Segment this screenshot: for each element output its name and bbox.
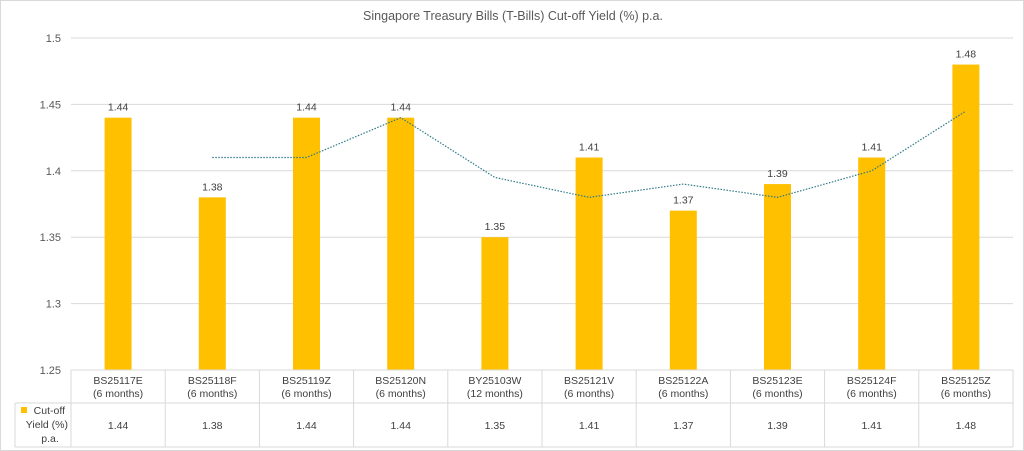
category-label: BS25124F (847, 375, 897, 387)
category-label: BS25117E (93, 375, 142, 387)
category-label: (6 months) (752, 388, 802, 400)
bar (669, 210, 697, 370)
table-value: 1.44 (108, 420, 129, 432)
legend-swatch (21, 407, 27, 413)
bar (952, 64, 980, 370)
category-label: (6 months) (93, 388, 143, 400)
y-tick-label: 1.3 (46, 299, 61, 311)
table-value: 1.37 (673, 420, 694, 432)
bar (198, 197, 226, 370)
category-label: (6 months) (847, 388, 897, 400)
y-tick-label: 1.35 (40, 232, 61, 244)
chart-title: Singapore Treasury Bills (T-Bills) Cut-o… (363, 9, 663, 23)
category-label: (12 months) (467, 388, 523, 400)
legend-label: Yield (%) (26, 419, 68, 431)
category-label: (6 months) (658, 388, 708, 400)
data-label: 1.48 (956, 49, 977, 61)
category-label: BS25123E (752, 375, 802, 387)
category-label: BS25121V (564, 375, 614, 387)
bar (858, 157, 886, 370)
table-value: 1.48 (956, 420, 977, 432)
data-label: 1.39 (767, 168, 788, 180)
bar (104, 117, 132, 371)
data-label: 1.44 (296, 102, 317, 114)
y-tick-label: 1.5 (46, 33, 61, 45)
data-label: 1.44 (390, 102, 411, 114)
category-label: (6 months) (187, 388, 237, 400)
category-label: (6 months) (564, 388, 614, 400)
y-tick-label: 1.25 (40, 365, 61, 377)
legend-label: Cut-off (34, 405, 65, 417)
y-tick-label: 1.4 (46, 166, 61, 178)
category-label: BY25103W (468, 375, 521, 387)
category-label: BS25119Z (282, 375, 331, 387)
bar (293, 117, 320, 371)
table-value: 1.44 (296, 420, 317, 432)
data-label: 1.35 (485, 221, 506, 233)
category-label: (6 months) (376, 388, 426, 400)
data-label: 1.41 (579, 142, 600, 154)
category-label: (6 months) (941, 388, 991, 400)
category-label: BS25118F (188, 375, 237, 387)
bar (575, 157, 603, 370)
table-value: 1.38 (202, 420, 223, 432)
table-value: 1.39 (767, 420, 788, 432)
table-value: 1.41 (861, 420, 882, 432)
bar (764, 184, 791, 370)
data-label: 1.37 (673, 195, 694, 207)
category-label: (6 months) (281, 388, 331, 400)
bar (481, 237, 509, 370)
legend-label: p.a. (41, 433, 59, 445)
category-label: BS25120N (375, 375, 426, 387)
y-tick-label: 1.45 (40, 99, 61, 111)
data-label: 1.38 (202, 181, 223, 193)
category-label: BS25122A (658, 375, 708, 387)
category-label: BS25125Z (941, 375, 991, 387)
table-value: 1.41 (579, 420, 600, 432)
bar (387, 117, 415, 371)
data-label: 1.44 (108, 102, 129, 114)
table-value: 1.35 (485, 420, 506, 432)
table-value: 1.44 (390, 420, 411, 432)
data-label: 1.41 (861, 142, 882, 154)
